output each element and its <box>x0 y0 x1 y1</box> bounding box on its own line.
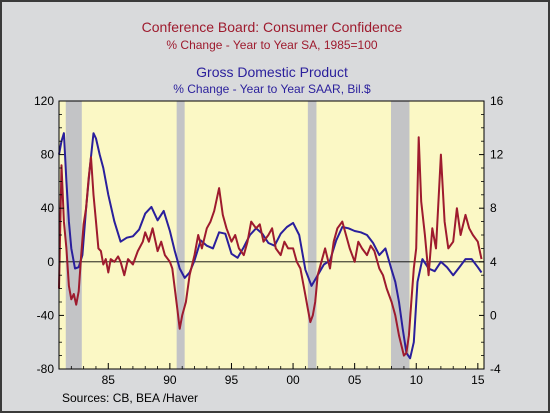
recession-band-3 <box>307 101 317 369</box>
series-line-consumer-confidence <box>58 136 483 357</box>
recession-band-2 <box>176 101 185 369</box>
right-axis-tick-label: 0 <box>490 308 497 322</box>
left-axis-tick-label: 0 <box>47 255 54 269</box>
chart-title-gdp: Gross Domestic Product <box>196 64 348 80</box>
chart-subtitle-gdp: % Change - Year to Year SAAR, Bil.$ <box>173 82 371 96</box>
right-axis-tick-label: 12 <box>490 148 504 162</box>
chart-title-confidence: Conference Board: Consumer Confidence <box>142 19 403 35</box>
x-axis-tick-label: 00 <box>286 373 300 387</box>
chart-subtitle-confidence: % Change - Year to Year SA, 1985=100 <box>166 38 377 52</box>
x-axis-tick-label: 90 <box>163 373 177 387</box>
right-axis-tick-label: -4 <box>490 362 501 376</box>
plot-area <box>59 101 484 369</box>
left-axis-tick-label: -80 <box>37 362 55 376</box>
x-axis-tick-label: 15 <box>471 373 485 387</box>
left-axis-tick-label: 40 <box>41 201 55 215</box>
x-axis-tick-label: 05 <box>348 373 362 387</box>
recession-band-1 <box>65 101 82 369</box>
right-axis-tick-label: 4 <box>490 255 497 269</box>
x-axis-tick-label: 10 <box>410 373 424 387</box>
right-axis-tick-label: 8 <box>490 201 497 215</box>
recession-band-4 <box>390 101 410 369</box>
x-axis-tick-label: 85 <box>102 373 116 387</box>
x-axis-tick-label: 95 <box>225 373 239 387</box>
left-axis-tick-label: 80 <box>41 148 55 162</box>
right-axis-tick-label: 16 <box>490 94 504 108</box>
source-note: Sources: CB, BEA /Haver <box>62 391 198 405</box>
left-axis-tick-label: 120 <box>34 94 54 108</box>
left-axis-tick-label: -40 <box>37 308 55 322</box>
